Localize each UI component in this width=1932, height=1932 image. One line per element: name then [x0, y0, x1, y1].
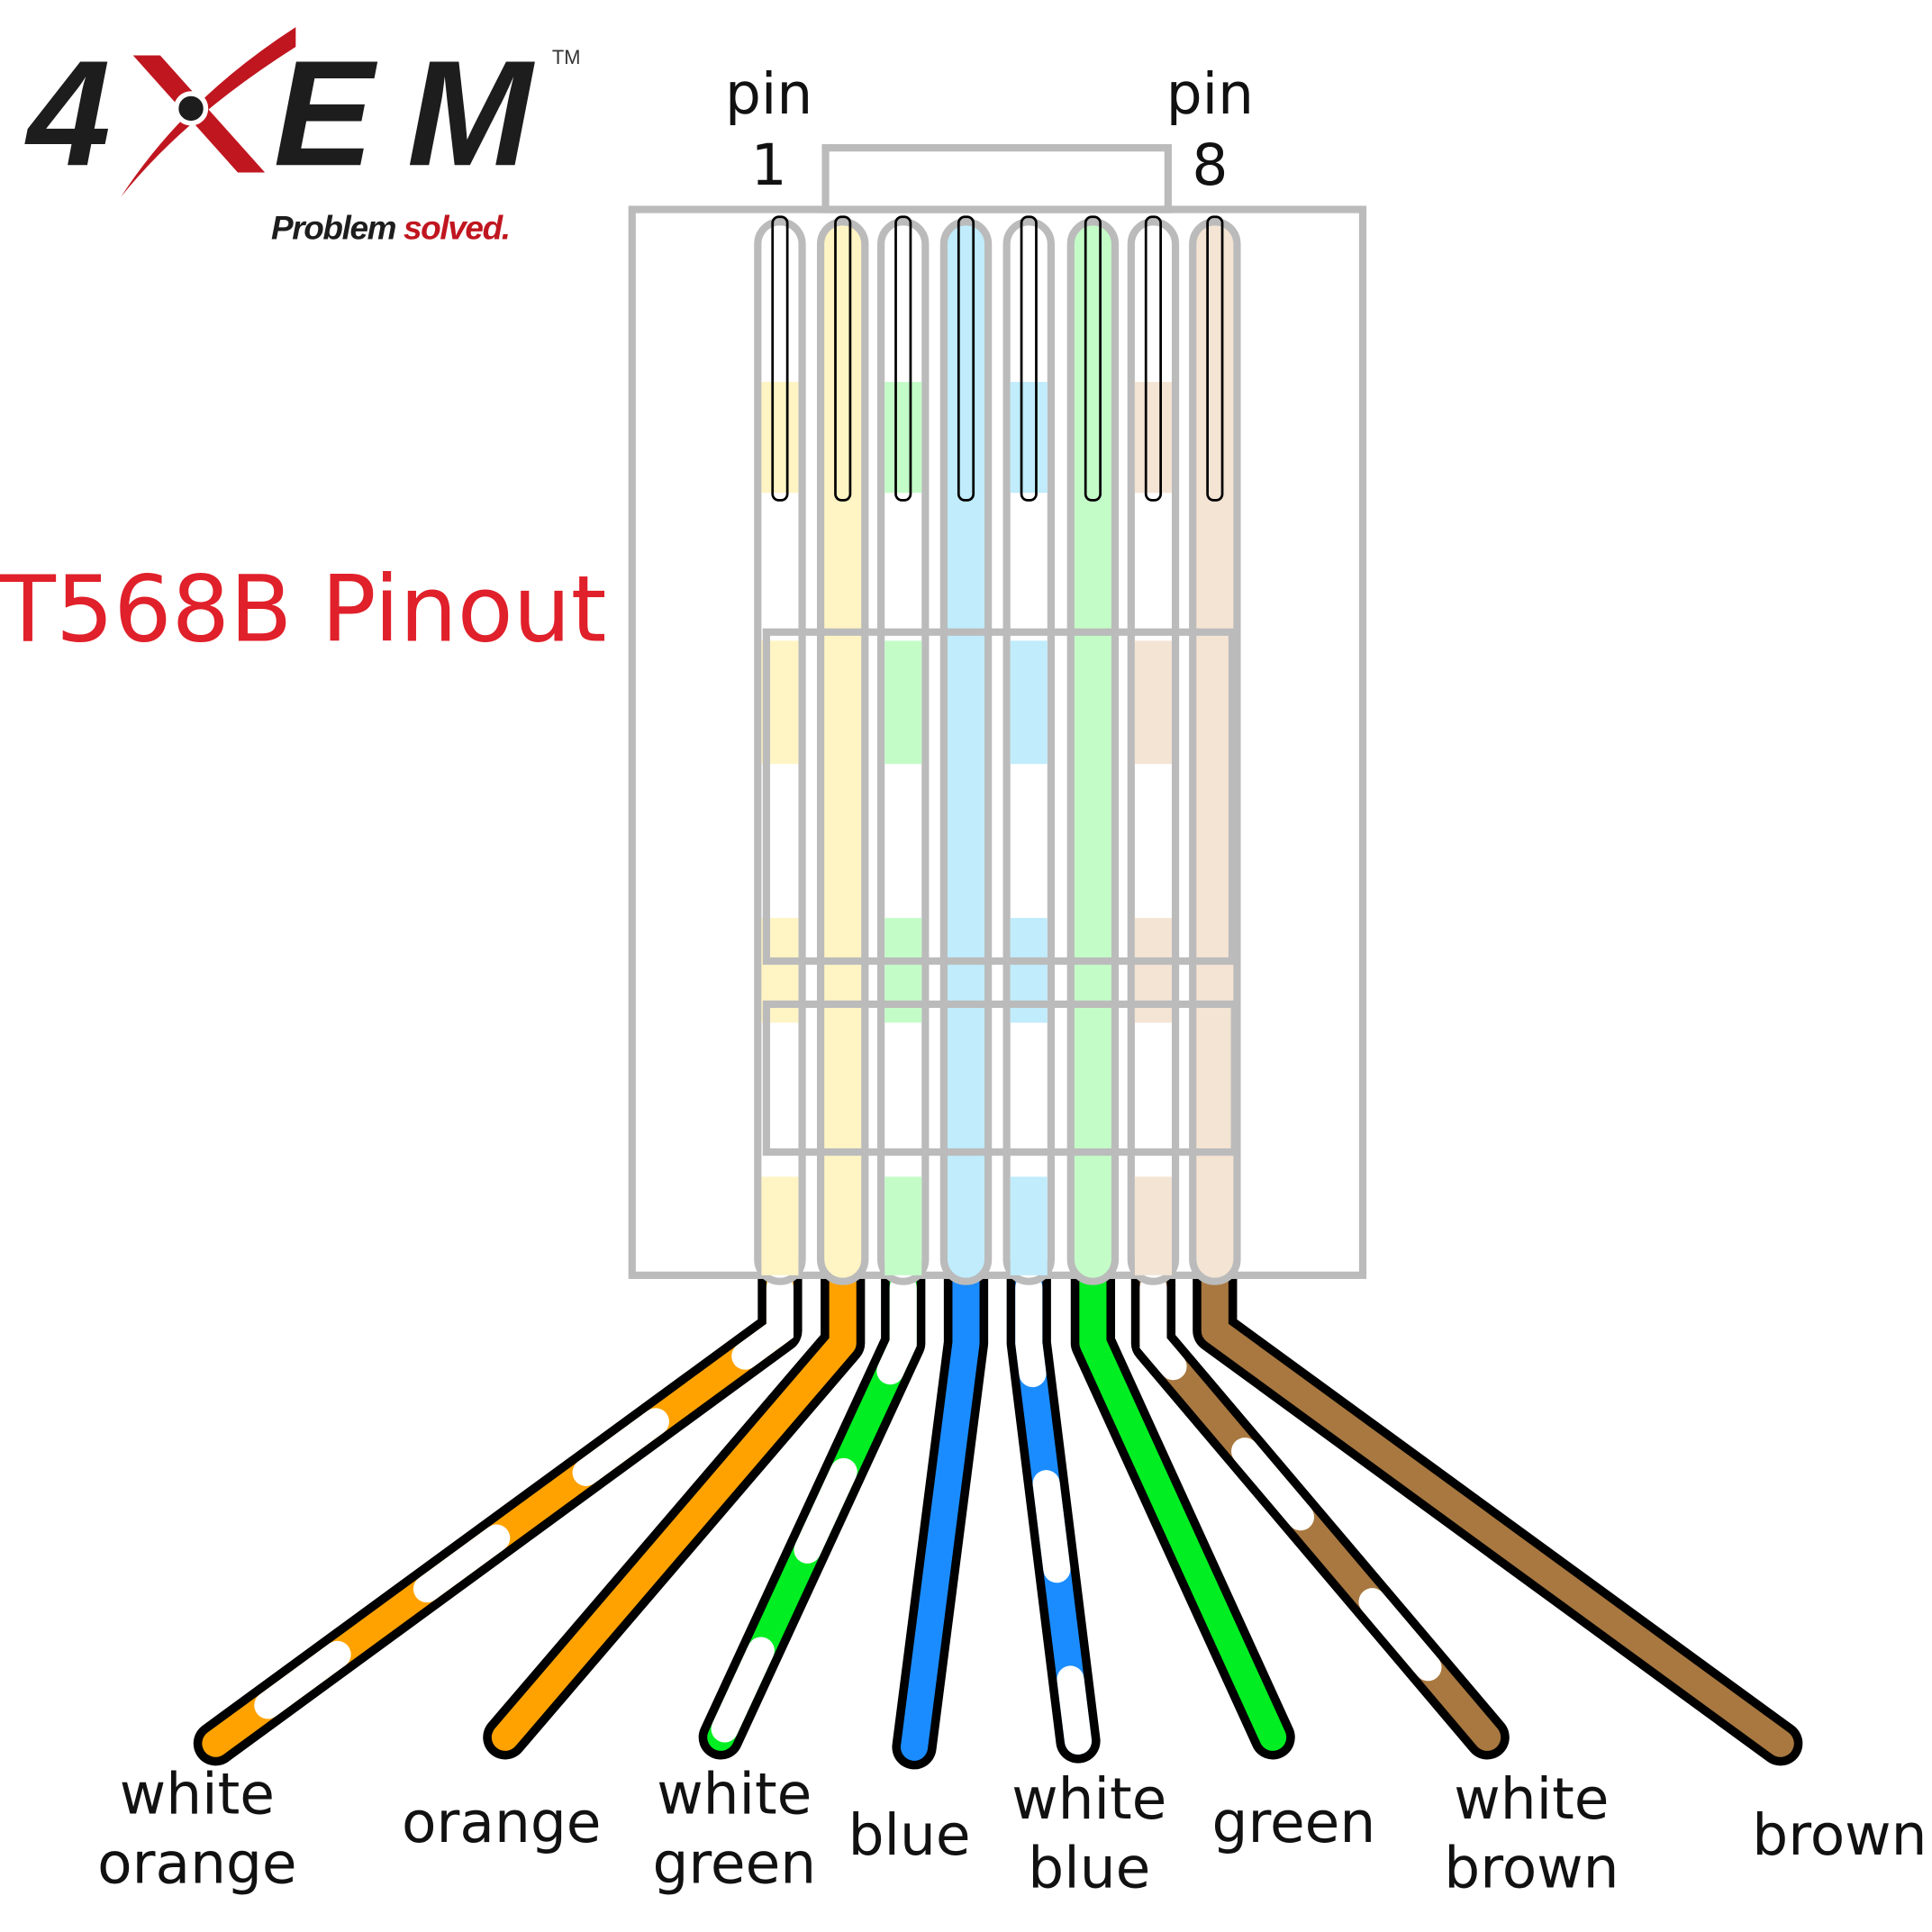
rj45-connector: [628, 144, 1367, 1285]
wire-label-5-line-2: blue: [1028, 1836, 1150, 1901]
channel-3: [877, 218, 930, 1285]
channel-6: [1066, 218, 1120, 1285]
connector-tab: [821, 144, 1172, 213]
wire-8: [1193, 1253, 1803, 1766]
pin-contact-6: [1084, 215, 1102, 502]
pin-contact-7: [1144, 215, 1163, 502]
wire-2: [483, 1253, 866, 1760]
wire-label-5-line-1: white: [1011, 1766, 1166, 1832]
pin-contact-1: [771, 215, 789, 502]
channel-8: [1189, 218, 1241, 1285]
pin-8-label: pin: [1166, 61, 1254, 127]
wire-1: [193, 1253, 803, 1766]
wire-label-3-line-1: white: [657, 1762, 812, 1828]
logo-tagline: Problem solved.: [271, 209, 510, 246]
cable-wires: [193, 1253, 1803, 1770]
channel-2: [816, 218, 869, 1285]
logo-swoosh: [121, 27, 296, 197]
wire-label-7-line-2: brown: [1444, 1836, 1619, 1901]
pin-1-number: 1: [751, 132, 787, 198]
diagram-title: T568B Pinout: [0, 556, 607, 662]
logo-4: 4: [24, 30, 111, 197]
connector-crimp-upper: [762, 628, 1237, 966]
wire-label-6-line-1: green: [1212, 1790, 1376, 1855]
wire-6: [1070, 1253, 1295, 1760]
logo-tm: TM: [552, 46, 581, 68]
wire-label-7-line-1: white: [1454, 1766, 1609, 1832]
wire-5: [1006, 1253, 1101, 1764]
connector-crimp-lower: [762, 1000, 1238, 1156]
connector-body: [628, 205, 1367, 1279]
wire-7: [1130, 1253, 1510, 1760]
wire-label-8-line-1: brown: [1752, 1802, 1927, 1868]
wire-label-1-line-1: white: [120, 1762, 275, 1828]
wire-label-1-line-2: orange: [97, 1830, 296, 1896]
pin-contact-4: [957, 215, 975, 502]
channel-5: [1002, 218, 1055, 1285]
pin-1-label: pin: [725, 61, 812, 127]
channel-4: [939, 218, 993, 1285]
wire-3: [698, 1253, 926, 1760]
wire-4: [892, 1253, 989, 1770]
pin-8-number: 8: [1192, 132, 1228, 198]
logo-em: EM: [274, 30, 535, 197]
pin-contact-2: [834, 215, 852, 502]
pin-contact-3: [894, 215, 912, 502]
pin-contact-5: [1020, 215, 1038, 502]
wire-label-3-line-2: green: [652, 1830, 816, 1896]
logo-dot: [173, 91, 209, 126]
wire-label-2-line-1: orange: [402, 1790, 601, 1855]
pin-contact-8: [1206, 215, 1224, 502]
wire-label-4-line-1: blue: [848, 1802, 971, 1868]
logo: 4 EM TM Problem solved.: [24, 27, 580, 246]
channel-7: [1127, 218, 1180, 1285]
